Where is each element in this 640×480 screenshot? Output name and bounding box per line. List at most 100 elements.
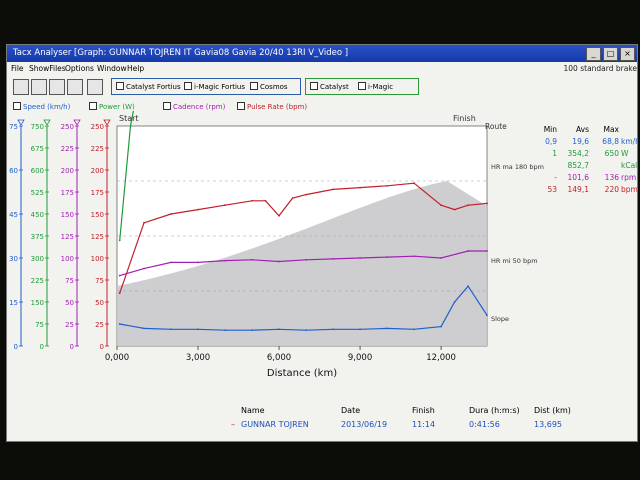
axis-tick-label: 100 — [61, 255, 74, 263]
series-point — [143, 267, 145, 270]
axis-tick-label: 150 — [61, 211, 74, 219]
series-point — [278, 328, 280, 331]
axis-tick-label: 450 — [31, 211, 44, 219]
axis-tick-label: 375 — [31, 233, 44, 241]
app-window: Tacx Analyser [Graph: GUNNAR TOJREN IT G… — [6, 44, 638, 442]
series-line-0 — [119, 182, 488, 294]
run-duration-header: Dura (h:m:s) — [469, 406, 520, 415]
series-point — [197, 208, 199, 211]
axis-tick-label: 0 — [70, 343, 74, 351]
series-point — [224, 259, 226, 262]
x-tick-label: 6,000 — [267, 353, 291, 363]
window-title: Tacx Analyser [Graph: GUNNAR TOJREN IT G… — [13, 48, 349, 58]
x-axis-ticks: 0,000 3,000 6,000 9,000 12,000 — [105, 346, 456, 363]
menu-bar: File ShowFiles Options Window Help 100 s… — [7, 63, 637, 75]
graph-icon[interactable] — [31, 79, 47, 95]
axis-tick-label: 25 — [95, 321, 104, 329]
window-controls: _ □ × — [586, 47, 635, 61]
run-summary: Name Date Finish Dura (h:m:s) Dist (km) … — [7, 403, 637, 437]
axis-tick-label: 0 — [14, 343, 18, 351]
run-distance-header: Dist (km) — [534, 406, 571, 415]
legend-pulse[interactable]: Pulse Rate (bpm) — [237, 102, 307, 111]
series-point — [305, 193, 307, 196]
axis-tick-label: 50 — [65, 299, 74, 307]
series-point — [305, 258, 307, 261]
stats-icon[interactable] — [67, 79, 83, 95]
legend-cadence[interactable]: Cadence (rpm) — [163, 102, 225, 111]
route-label: Route — [485, 122, 507, 131]
series-point — [224, 204, 226, 207]
run-distance-value: 13,695 — [534, 420, 562, 429]
series-point — [413, 328, 415, 331]
series-point — [486, 202, 488, 205]
axis-tick-label: 45 — [9, 211, 18, 219]
stats-min: 0,9 — [545, 137, 557, 146]
hr-max-label: HR ma 180 bpm — [491, 163, 544, 171]
series-point — [453, 301, 456, 303]
checkbox-icon — [184, 82, 192, 90]
x-tick-label: 0,000 — [105, 353, 129, 363]
run-date-value: 2013/06/19 — [341, 420, 388, 429]
run-duration-value: 0:41:56 — [469, 420, 500, 429]
series-point — [305, 329, 307, 332]
series-point — [251, 199, 253, 202]
menu-help[interactable]: Help — [127, 64, 145, 73]
checkbox-catalyst-fortius[interactable]: Catalyst Fortius — [116, 82, 181, 91]
series-point — [129, 125, 132, 127]
axis-tick-label: 75 — [35, 321, 44, 329]
stats-min-header: Min — [543, 125, 557, 134]
stats-avs: 101,6 — [567, 173, 589, 182]
checkbox-icon — [310, 82, 318, 90]
stats-unit: km/h — [621, 137, 637, 146]
legend-power[interactable]: Power (W) — [89, 102, 135, 111]
open-file-icon[interactable] — [13, 79, 29, 95]
series-point — [467, 204, 469, 207]
stats-max: 68,8 — [602, 137, 619, 146]
checkbox-icon — [237, 102, 245, 110]
menu-window[interactable]: Window — [97, 64, 127, 73]
axis-tick-label: 175 — [91, 189, 104, 197]
axis-tick-label: 30 — [9, 255, 18, 263]
series-point — [251, 329, 253, 332]
axis-tick-label: 0 — [100, 343, 104, 351]
axis-tick-label: 75 — [95, 277, 104, 285]
menu-file[interactable]: File — [11, 64, 24, 73]
series-point — [170, 328, 172, 331]
series-point — [332, 257, 334, 260]
series-point — [440, 257, 442, 259]
axis-tick-label: 525 — [31, 189, 44, 197]
slope-label: Slope — [491, 315, 509, 323]
stats-avs: 354,2 — [567, 149, 589, 158]
compare-icon[interactable] — [49, 79, 65, 95]
series-lines — [118, 111, 488, 332]
stats-max: 220 — [604, 185, 619, 194]
checkbox-cosmos[interactable]: Cosmos — [250, 82, 288, 91]
axis-tick-label: 75 — [9, 123, 18, 131]
checkbox-imagic[interactable]: i-Magic — [358, 82, 393, 91]
windows-icon[interactable] — [87, 79, 103, 95]
axis-tick-label: 15 — [9, 299, 18, 307]
stats-min: 1 — [552, 149, 557, 158]
minimize-button[interactable]: _ — [586, 47, 601, 61]
hr-min-label: HR mi 50 bpm — [491, 257, 538, 265]
axis-tick-label: 200 — [61, 167, 74, 175]
menu-showfiles[interactable]: ShowFiles — [29, 64, 66, 73]
stats-min: 53 — [547, 185, 557, 194]
series-point — [143, 221, 145, 224]
series-point — [170, 213, 172, 215]
run-name-value[interactable]: GUNNAR TOJREN — [241, 420, 309, 429]
axis-tick-label: 50 — [95, 299, 104, 307]
maximize-button[interactable]: □ — [603, 47, 618, 61]
axis-tick-label: 0 — [40, 343, 44, 351]
ride-chart: 7560453015075067560052545037530022515075… — [9, 111, 544, 379]
checkbox-catalyst[interactable]: Catalyst — [310, 82, 349, 91]
legend-speed[interactable]: Speed (km/h) — [13, 102, 70, 111]
series-point — [386, 184, 388, 187]
menu-options[interactable]: Options — [65, 64, 94, 73]
series-point — [224, 329, 226, 332]
run-row-marker: – — [231, 420, 235, 429]
close-button[interactable]: × — [620, 47, 635, 61]
axis-tick-label: 200 — [91, 167, 104, 175]
checkbox-icon — [13, 102, 21, 110]
checkbox-imagic-fortius[interactable]: i-Magic Fortius — [184, 82, 245, 91]
